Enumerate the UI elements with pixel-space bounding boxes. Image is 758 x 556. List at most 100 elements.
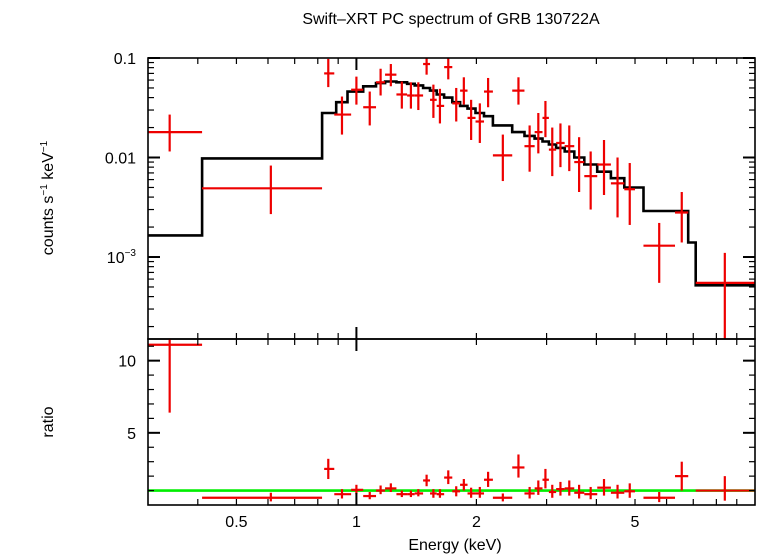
data-point xyxy=(423,474,431,487)
data-point xyxy=(624,163,636,225)
data-point xyxy=(643,222,676,283)
data-point xyxy=(430,84,437,118)
model-curve xyxy=(148,80,755,287)
data-point xyxy=(148,114,203,152)
data-point xyxy=(467,99,476,140)
data-point xyxy=(556,123,565,168)
data-point xyxy=(385,64,397,87)
data-point xyxy=(414,489,424,497)
x-tick-label: 5 xyxy=(631,514,640,531)
data-point xyxy=(363,492,377,500)
data-point xyxy=(351,484,364,495)
data-point xyxy=(524,125,535,172)
data-point xyxy=(542,468,549,489)
y-tick-base: 10 xyxy=(107,250,125,267)
data-point xyxy=(452,486,461,497)
bottom-panel-axes: 10 5 0.5 1 2 5 xyxy=(118,339,755,531)
data-point xyxy=(556,481,565,496)
data-point xyxy=(324,58,335,88)
data-point xyxy=(407,82,415,109)
data-point xyxy=(512,77,525,105)
data-point xyxy=(460,77,468,105)
ylabel-part-counts: counts s xyxy=(40,196,57,256)
data-point xyxy=(695,476,755,501)
data-point xyxy=(351,76,364,105)
data-point xyxy=(148,339,203,413)
top-panel-marks xyxy=(148,58,755,339)
data-point xyxy=(396,490,408,498)
data-point xyxy=(407,490,415,498)
data-point xyxy=(597,139,611,195)
data-point xyxy=(430,489,437,498)
data-point xyxy=(376,485,386,495)
top-y-axis-label: counts s−1 keV−1 xyxy=(39,140,57,255)
data-point xyxy=(584,486,598,500)
data-point xyxy=(548,127,557,177)
data-point xyxy=(436,88,445,124)
y-tick-exponent: −3 xyxy=(125,248,137,259)
y-tick-label: 0.01 xyxy=(105,151,136,168)
data-point xyxy=(202,492,323,502)
bottom-y-axis-label: ratio xyxy=(40,406,57,437)
ylabel-sup-2: −1 xyxy=(39,140,50,152)
data-point xyxy=(484,471,493,487)
data-point xyxy=(564,125,575,172)
data-point xyxy=(444,58,453,80)
data-point xyxy=(484,77,493,108)
data-point xyxy=(574,137,585,193)
data-point xyxy=(423,58,431,75)
data-point xyxy=(475,103,485,143)
data-point xyxy=(376,68,386,96)
data-point xyxy=(334,96,352,135)
data-point xyxy=(436,489,445,498)
data-point xyxy=(475,486,485,498)
data-point xyxy=(610,484,625,499)
ylabel-sup-1: −1 xyxy=(39,184,50,196)
x-tick-label: 1 xyxy=(352,514,361,531)
bottom-panel: 10 5 0.5 1 2 5 ratio Energy (keV) xyxy=(40,338,756,554)
data-point xyxy=(610,157,625,218)
x-axis-label: Energy (keV) xyxy=(408,537,501,554)
data-point xyxy=(675,461,689,491)
data-point xyxy=(534,113,543,154)
chart-title: Swift–XRT PC spectrum of GRB 130722A xyxy=(302,11,600,28)
data-point xyxy=(624,483,636,498)
data-point xyxy=(396,81,408,109)
data-point xyxy=(643,492,676,503)
y-tick-label: 10 xyxy=(118,354,136,371)
data-point xyxy=(363,91,377,126)
data-point xyxy=(512,454,525,478)
data-point xyxy=(542,100,549,138)
data-point xyxy=(334,489,352,499)
data-point xyxy=(460,479,468,491)
y-tick-label: 0.1 xyxy=(114,51,136,68)
data-point xyxy=(444,470,453,485)
data-point xyxy=(564,480,575,496)
data-point xyxy=(324,458,335,480)
bottom-panel-marks xyxy=(148,339,755,503)
data-point xyxy=(675,192,689,243)
data-point xyxy=(492,493,513,502)
data-point xyxy=(695,252,755,339)
data-point xyxy=(534,480,543,495)
data-point xyxy=(492,134,513,182)
data-point xyxy=(202,165,323,215)
data-point xyxy=(467,487,476,498)
ylabel-part-kev: keV xyxy=(40,152,57,184)
y-tick-label: 10−3 xyxy=(107,248,137,267)
y-tick-label: 5 xyxy=(127,426,136,443)
x-tick-label: 2 xyxy=(472,514,481,531)
x-tick-label: 0.5 xyxy=(225,514,247,531)
data-point xyxy=(524,486,535,499)
data-point xyxy=(414,82,424,111)
data-point xyxy=(452,87,461,122)
data-point xyxy=(584,151,598,210)
data-point xyxy=(597,479,611,496)
data-point xyxy=(574,484,585,499)
bottom-panel-frame xyxy=(147,338,756,506)
top-panel-axes: 0.1 0.01 10−3 xyxy=(105,51,755,339)
data-point xyxy=(548,484,557,498)
data-point xyxy=(385,483,397,493)
